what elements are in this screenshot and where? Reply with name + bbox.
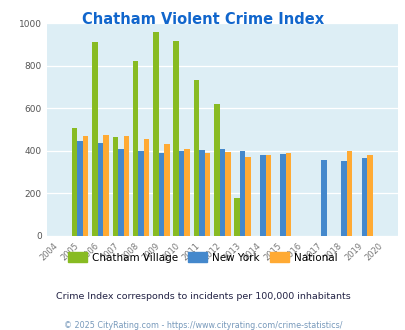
Bar <box>219 149 224 236</box>
Bar <box>245 156 250 236</box>
Text: © 2025 CityRating.com - https://www.cityrating.com/crime-statistics/: © 2025 CityRating.com - https://www.city… <box>64 321 341 330</box>
Bar <box>153 32 158 236</box>
Bar <box>361 158 366 236</box>
Text: Crime Index corresponds to incidents per 100,000 inhabitants: Crime Index corresponds to incidents per… <box>55 292 350 301</box>
Bar <box>83 136 88 236</box>
Bar <box>118 149 123 236</box>
Bar <box>285 153 291 236</box>
Bar <box>98 143 103 236</box>
Bar <box>143 139 149 236</box>
Legend: Chatham Village, New York, National: Chatham Village, New York, National <box>64 248 341 267</box>
Bar <box>193 80 199 236</box>
Bar <box>77 141 83 236</box>
Bar <box>280 154 285 236</box>
Bar <box>199 150 204 236</box>
Bar <box>123 136 129 236</box>
Bar <box>346 151 352 236</box>
Bar <box>112 137 118 236</box>
Bar <box>320 160 326 236</box>
Bar <box>341 161 346 236</box>
Bar <box>173 41 179 236</box>
Bar <box>213 104 219 236</box>
Bar <box>234 198 239 236</box>
Bar <box>366 155 372 236</box>
Bar <box>265 155 271 236</box>
Bar <box>164 144 169 236</box>
Bar <box>158 153 164 236</box>
Bar <box>138 151 143 236</box>
Bar <box>260 155 265 236</box>
Bar <box>72 128 77 236</box>
Bar <box>224 152 230 236</box>
Bar <box>92 42 98 236</box>
Bar <box>103 135 109 236</box>
Bar <box>204 153 210 236</box>
Bar <box>239 151 245 236</box>
Text: Chatham Violent Crime Index: Chatham Violent Crime Index <box>82 12 323 26</box>
Bar <box>184 149 190 236</box>
Bar <box>132 61 138 236</box>
Bar <box>179 151 184 236</box>
